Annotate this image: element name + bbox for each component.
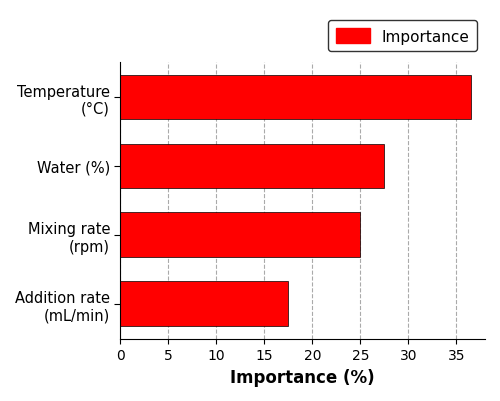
Legend: Importance: Importance bbox=[328, 21, 478, 52]
X-axis label: Importance (%): Importance (%) bbox=[230, 368, 375, 386]
Bar bbox=[120, 213, 360, 257]
Bar bbox=[120, 75, 470, 120]
Bar bbox=[120, 144, 384, 189]
Bar bbox=[120, 282, 288, 326]
